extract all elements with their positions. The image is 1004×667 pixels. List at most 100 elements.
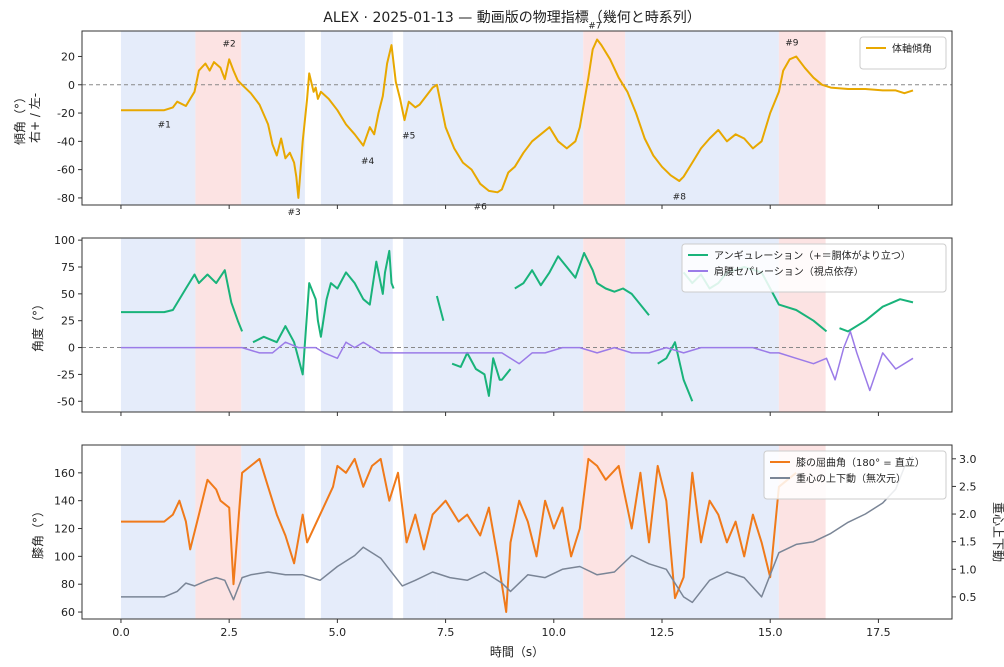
y-tick-label: 100	[54, 550, 75, 563]
phase-band	[625, 31, 779, 205]
phase-band	[241, 31, 305, 205]
y-tick-label: 160	[54, 467, 75, 480]
series-line	[121, 269, 244, 332]
y-axis-label: 右+ / 左-	[27, 93, 42, 143]
y-tick-label: 75	[61, 261, 75, 274]
panel-3: 160 140 120 100 80 60 3.0 2.5 2.0 1.5 1.0 0.5 重心上下動 0…	[31, 444, 1004, 659]
y-tick-label: -60	[57, 164, 75, 177]
phase-band	[778, 31, 826, 205]
panel-2: 100 75 50 25 0 -25 -50 角度（°） アンギュレーション（+＝胴体がより立つ…	[30, 234, 953, 416]
y-tick-label: 120	[54, 523, 75, 536]
y-tick-label: -50	[57, 395, 75, 408]
legend-box	[763, 450, 947, 500]
series-line	[121, 330, 914, 392]
legend-entry: アンギュレーション（+＝胴体がより立つ）	[714, 249, 911, 262]
y-tick-label: 0	[68, 342, 75, 355]
y-right-tick-label: 2.0	[959, 508, 977, 521]
y-tick-label: -25	[57, 368, 75, 381]
phase-band	[195, 238, 242, 412]
y-tick-label: 20	[61, 50, 75, 63]
event-label: #1	[158, 120, 171, 130]
event-label: #3	[287, 208, 300, 218]
y-right-tick-label: 1.0	[959, 563, 977, 576]
phase-band	[436, 238, 584, 412]
y-tick-label: 100	[54, 234, 75, 247]
y-right-tick-label: 1.5	[959, 536, 977, 549]
series-line	[435, 295, 445, 321]
y-tick-label: 80	[61, 578, 75, 591]
y-tick-label: -20	[57, 107, 75, 120]
x-tick-label: 7.5	[437, 626, 455, 639]
phase-band	[583, 31, 626, 205]
event-label: #4	[361, 157, 375, 167]
series-line	[839, 298, 914, 333]
y-right-tick-label: 3.0	[959, 453, 977, 466]
phase-band	[436, 31, 584, 205]
phase-band	[403, 31, 437, 205]
series-line	[252, 249, 395, 376]
phase-band	[583, 445, 626, 619]
panel-1: 20 0 -20 -40 -60 -80 傾角（°） 右+ / 左- #1 #2 #3 #4 #5 #6 #…	[13, 21, 953, 218]
series-group	[121, 455, 914, 613]
event-label: #6	[474, 202, 488, 212]
phase-band	[320, 31, 393, 205]
x-tick-label: 15.0	[758, 626, 783, 639]
series-line	[121, 38, 914, 199]
y-tick-label: 0	[68, 79, 75, 92]
phase-band	[320, 445, 393, 619]
x-axis-label: 時間（s）	[490, 645, 544, 659]
series-line	[121, 455, 914, 604]
event-label: #9	[785, 38, 799, 48]
y-tick-label: -80	[57, 192, 75, 205]
event-label: #8	[673, 193, 687, 203]
legend-entry: 肩腰セパレーション（視点依存）	[714, 265, 864, 278]
legend-entry: 膝の屈曲角（180° = 直立）	[796, 456, 925, 469]
phase-band	[241, 445, 305, 619]
y-tick-label: 140	[54, 495, 75, 508]
y-axis-label: 傾角（°）	[13, 91, 27, 145]
series-line	[121, 457, 797, 613]
legend: 体軸傾角	[859, 36, 947, 70]
y-right-axis-label: 重心上下動	[991, 502, 1004, 562]
legend-box	[859, 36, 947, 70]
series-group	[121, 38, 914, 199]
y-tick-label: -40	[57, 135, 75, 148]
x-tick-label: 12.5	[650, 626, 675, 639]
phase-band	[320, 238, 393, 412]
legend-entry: 重心の上下動（無次元）	[796, 472, 906, 485]
y-axis-label: 角度（°）	[30, 298, 45, 352]
x-tick-label: 0.0	[112, 626, 130, 639]
event-label: #5	[402, 132, 415, 142]
axes-frame	[81, 30, 953, 206]
y-right-tick-label: 2.5	[959, 480, 977, 493]
x-tick-label: 5.0	[329, 626, 347, 639]
phase-band	[403, 238, 437, 412]
series-line	[657, 341, 694, 402]
axes-frame	[81, 444, 953, 620]
phase-band	[241, 238, 305, 412]
y-tick-label: 25	[61, 315, 75, 328]
phase-band	[436, 445, 584, 619]
axes-frame	[81, 237, 953, 413]
y-tick-label: 50	[61, 288, 75, 301]
phase-band	[120, 445, 196, 619]
x-tick-label: 17.5	[866, 626, 891, 639]
phase-band	[120, 31, 196, 205]
y-tick-label: 60	[61, 606, 75, 619]
x-tick-label: 10.0	[542, 626, 567, 639]
series-line	[451, 351, 512, 397]
chart-title: ALEX · 2025-01-13 — 動画版の物理指標（幾何と時系列）	[323, 10, 700, 26]
event-label: #7	[588, 21, 601, 31]
legend-box	[681, 243, 947, 293]
legend-entry: 体軸傾角	[892, 42, 932, 55]
phase-band	[195, 31, 242, 205]
legend: アンギュレーション（+＝胴体がより立つ） 肩腰セパレーション（視点依存）	[681, 243, 947, 293]
y-axis-label: 膝角（°）	[31, 505, 45, 559]
phase-band	[120, 238, 196, 412]
phase-band	[195, 445, 242, 619]
legend: 膝の屈曲角（180° = 直立） 重心の上下動（無次元）	[763, 450, 947, 500]
event-label: #2	[223, 40, 236, 50]
series-line	[514, 252, 650, 316]
x-tick-label: 2.5	[220, 626, 238, 639]
